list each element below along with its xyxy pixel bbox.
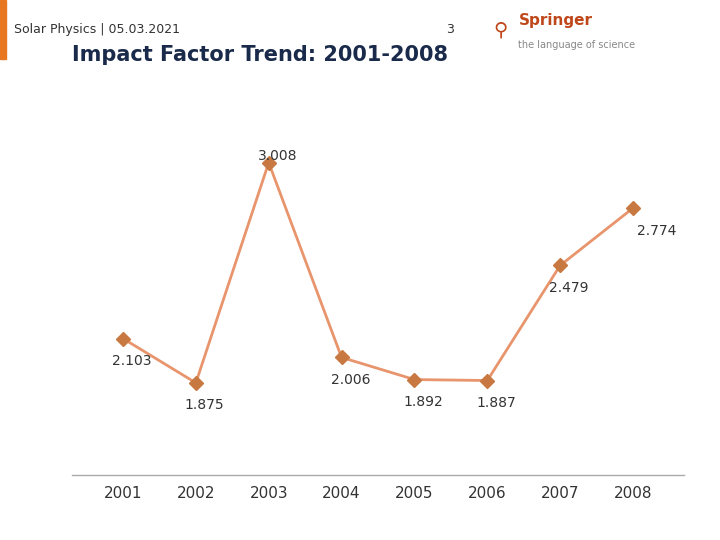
- Text: Solar Physics | 05.03.2021: Solar Physics | 05.03.2021: [14, 23, 181, 36]
- Text: Impact Factor Trend: 2001-2008: Impact Factor Trend: 2001-2008: [72, 45, 448, 65]
- Text: ⚲: ⚲: [493, 20, 508, 39]
- Text: the language of science: the language of science: [518, 39, 636, 50]
- Text: 3.008: 3.008: [258, 149, 297, 163]
- Bar: [0, 0, 6, 59]
- Text: Springer: Springer: [518, 14, 593, 28]
- Text: 3: 3: [446, 23, 454, 36]
- Text: 1.887: 1.887: [477, 396, 516, 410]
- Text: 2.103: 2.103: [112, 354, 152, 368]
- Text: 2.006: 2.006: [330, 373, 370, 387]
- Text: 2.774: 2.774: [636, 224, 676, 238]
- Text: 2.479: 2.479: [549, 281, 589, 295]
- Text: 1.875: 1.875: [185, 399, 225, 413]
- Text: 1.892: 1.892: [403, 395, 444, 409]
